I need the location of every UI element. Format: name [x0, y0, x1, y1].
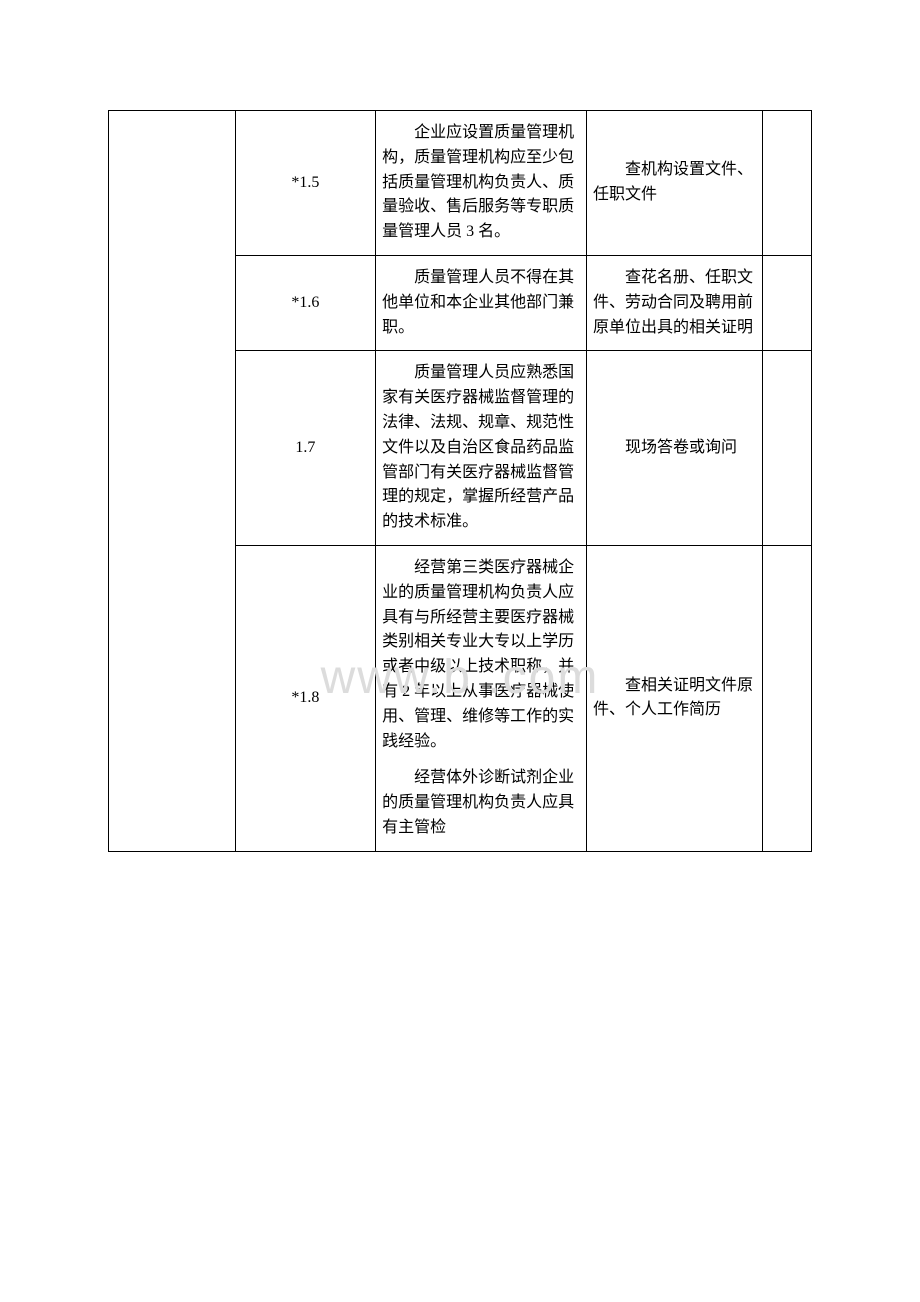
cell-check-method: 查相关证明文件原件、个人工作简历	[587, 545, 763, 851]
regulation-table: *1.5 企业应设置质量管理机构，质量管理机构应至少包括质量管理机构负责人、质量…	[108, 110, 812, 852]
table-row: *1.5 企业应设置质量管理机构，质量管理机构应至少包括质量管理机构负责人、质量…	[109, 111, 812, 256]
cell-result	[762, 545, 811, 851]
cell-requirement: 经营第三类医疗器械企业的质量管理机构负责人应具有与所经营主要医疗器械类别相关专业…	[376, 545, 587, 851]
cell-requirement: 企业应设置质量管理机构，质量管理机构应至少包括质量管理机构负责人、质量验收、售后…	[376, 111, 587, 256]
cell-check-method: 查机构设置文件、任职文件	[587, 111, 763, 256]
requirement-paragraph: 经营体外诊断试剂企业的质量管理机构负责人应具有主管检	[382, 766, 580, 840]
requirement-paragraph: 经营第三类医疗器械企业的质量管理机构负责人应具有与所经营主要医疗器械类别相关专业…	[382, 556, 580, 754]
cell-item-number: *1.5	[235, 111, 376, 256]
cell-item-number: 1.7	[235, 351, 376, 546]
cell-requirement: 质量管理人员不得在其他单位和本企业其他部门兼职。	[376, 255, 587, 350]
cell-result	[762, 111, 811, 256]
cell-result	[762, 351, 811, 546]
cell-result	[762, 255, 811, 350]
cell-check-method: 查花名册、任职文件、劳动合同及聘用前原单位出具的相关证明	[587, 255, 763, 350]
cell-check-method: 现场答卷或询问	[587, 351, 763, 546]
cell-category	[109, 111, 236, 852]
cell-requirement: 质量管理人员应熟悉国家有关医疗器械监督管理的法律、法规、规章、规范性文件以及自治…	[376, 351, 587, 546]
cell-item-number: *1.6	[235, 255, 376, 350]
cell-item-number: *1.8	[235, 545, 376, 851]
